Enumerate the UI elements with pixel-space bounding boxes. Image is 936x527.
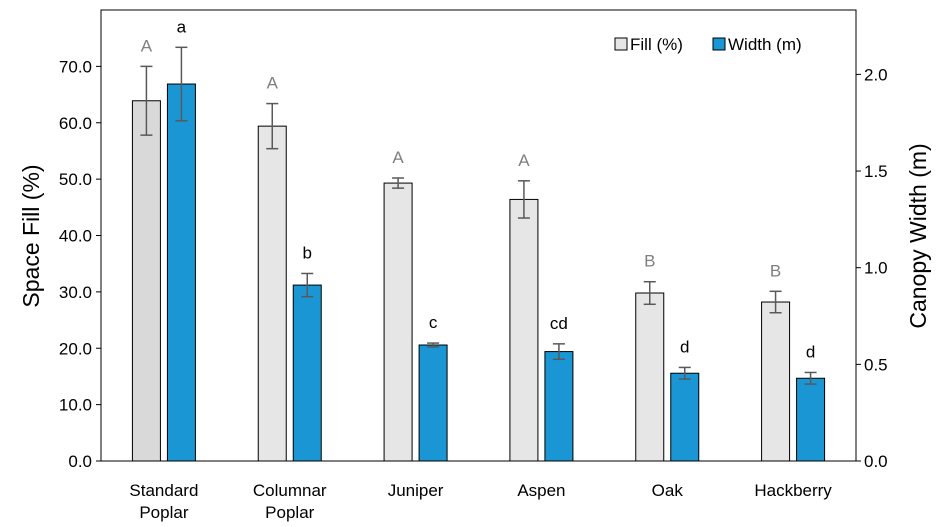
category-labels: Standard Poplar Columnar Poplar Juniper Aspen… (129, 481, 832, 522)
bar (383, 182, 413, 462)
significance-letter: c (429, 313, 438, 332)
bar (257, 125, 287, 462)
x-tick-label: Aspen (517, 481, 565, 500)
significance-letter: A (267, 74, 279, 93)
y2-tick-label: 0.0 (864, 452, 888, 471)
x-tick-label: Standard (129, 481, 198, 500)
x-tick-label: Poplar (139, 503, 188, 522)
x-tick-label: Hackberry (754, 481, 832, 500)
significance-letter: b (303, 243, 312, 262)
legend-label-width: Width (m) (728, 35, 802, 54)
bar (166, 83, 196, 462)
bar (544, 351, 574, 462)
y2-tick-label: 1.5 (864, 162, 888, 181)
legend-label-fill: Fill (%) (630, 35, 683, 54)
significance-letter: a (177, 17, 187, 36)
bars: Aa Ab Ac Acd Bd Bd (131, 17, 826, 462)
x-tick-label: Juniper (388, 481, 444, 500)
bar (509, 198, 539, 462)
y2-axis-title: Canopy Width (m) (905, 143, 931, 328)
left-axis-ticks: 0.0 10.0 20.0 30.0 40.0 50.0 60.0 70.0 (59, 57, 101, 471)
y-tick-label: 40.0 (59, 227, 92, 246)
y-tick-label: 30.0 (59, 283, 92, 302)
bar (670, 372, 700, 462)
bar (635, 292, 665, 462)
y-tick-label: 10.0 (59, 396, 92, 415)
significance-letter: A (392, 148, 404, 167)
x-tick-label: Oak (652, 481, 684, 500)
bar (418, 344, 448, 462)
x-tick-label: Poplar (265, 503, 314, 522)
significance-letter: d (806, 342, 815, 361)
y2-tick-label: 2.0 (864, 65, 888, 84)
significance-letter: cd (550, 314, 568, 333)
bar (796, 377, 826, 462)
significance-letter: B (644, 252, 655, 271)
y-tick-label: 0.0 (68, 452, 92, 471)
y-tick-label: 20.0 (59, 339, 92, 358)
legend-swatch-width (712, 37, 726, 51)
bar (131, 100, 161, 462)
y-axis-title: Space Fill (%) (18, 164, 44, 307)
y2-tick-label: 0.5 (864, 355, 888, 374)
y-tick-label: 70.0 (59, 57, 92, 76)
significance-letter: A (141, 36, 153, 55)
significance-letter: B (770, 261, 781, 280)
legend-swatch-fill (614, 37, 628, 51)
significance-letter: d (680, 337, 689, 356)
bar (761, 301, 791, 462)
bar (292, 284, 322, 462)
right-axis-ticks: 0.0 0.5 1.0 1.5 2.0 (856, 65, 888, 471)
legend: Fill (%) Width (m) (614, 35, 802, 54)
significance-letter: A (518, 151, 530, 170)
plot-area (100, 9, 857, 462)
x-tick-label: Columnar (253, 481, 327, 500)
y-tick-label: 50.0 (59, 170, 92, 189)
y-tick-label: 60.0 (59, 114, 92, 133)
y2-tick-label: 1.0 (864, 259, 888, 278)
